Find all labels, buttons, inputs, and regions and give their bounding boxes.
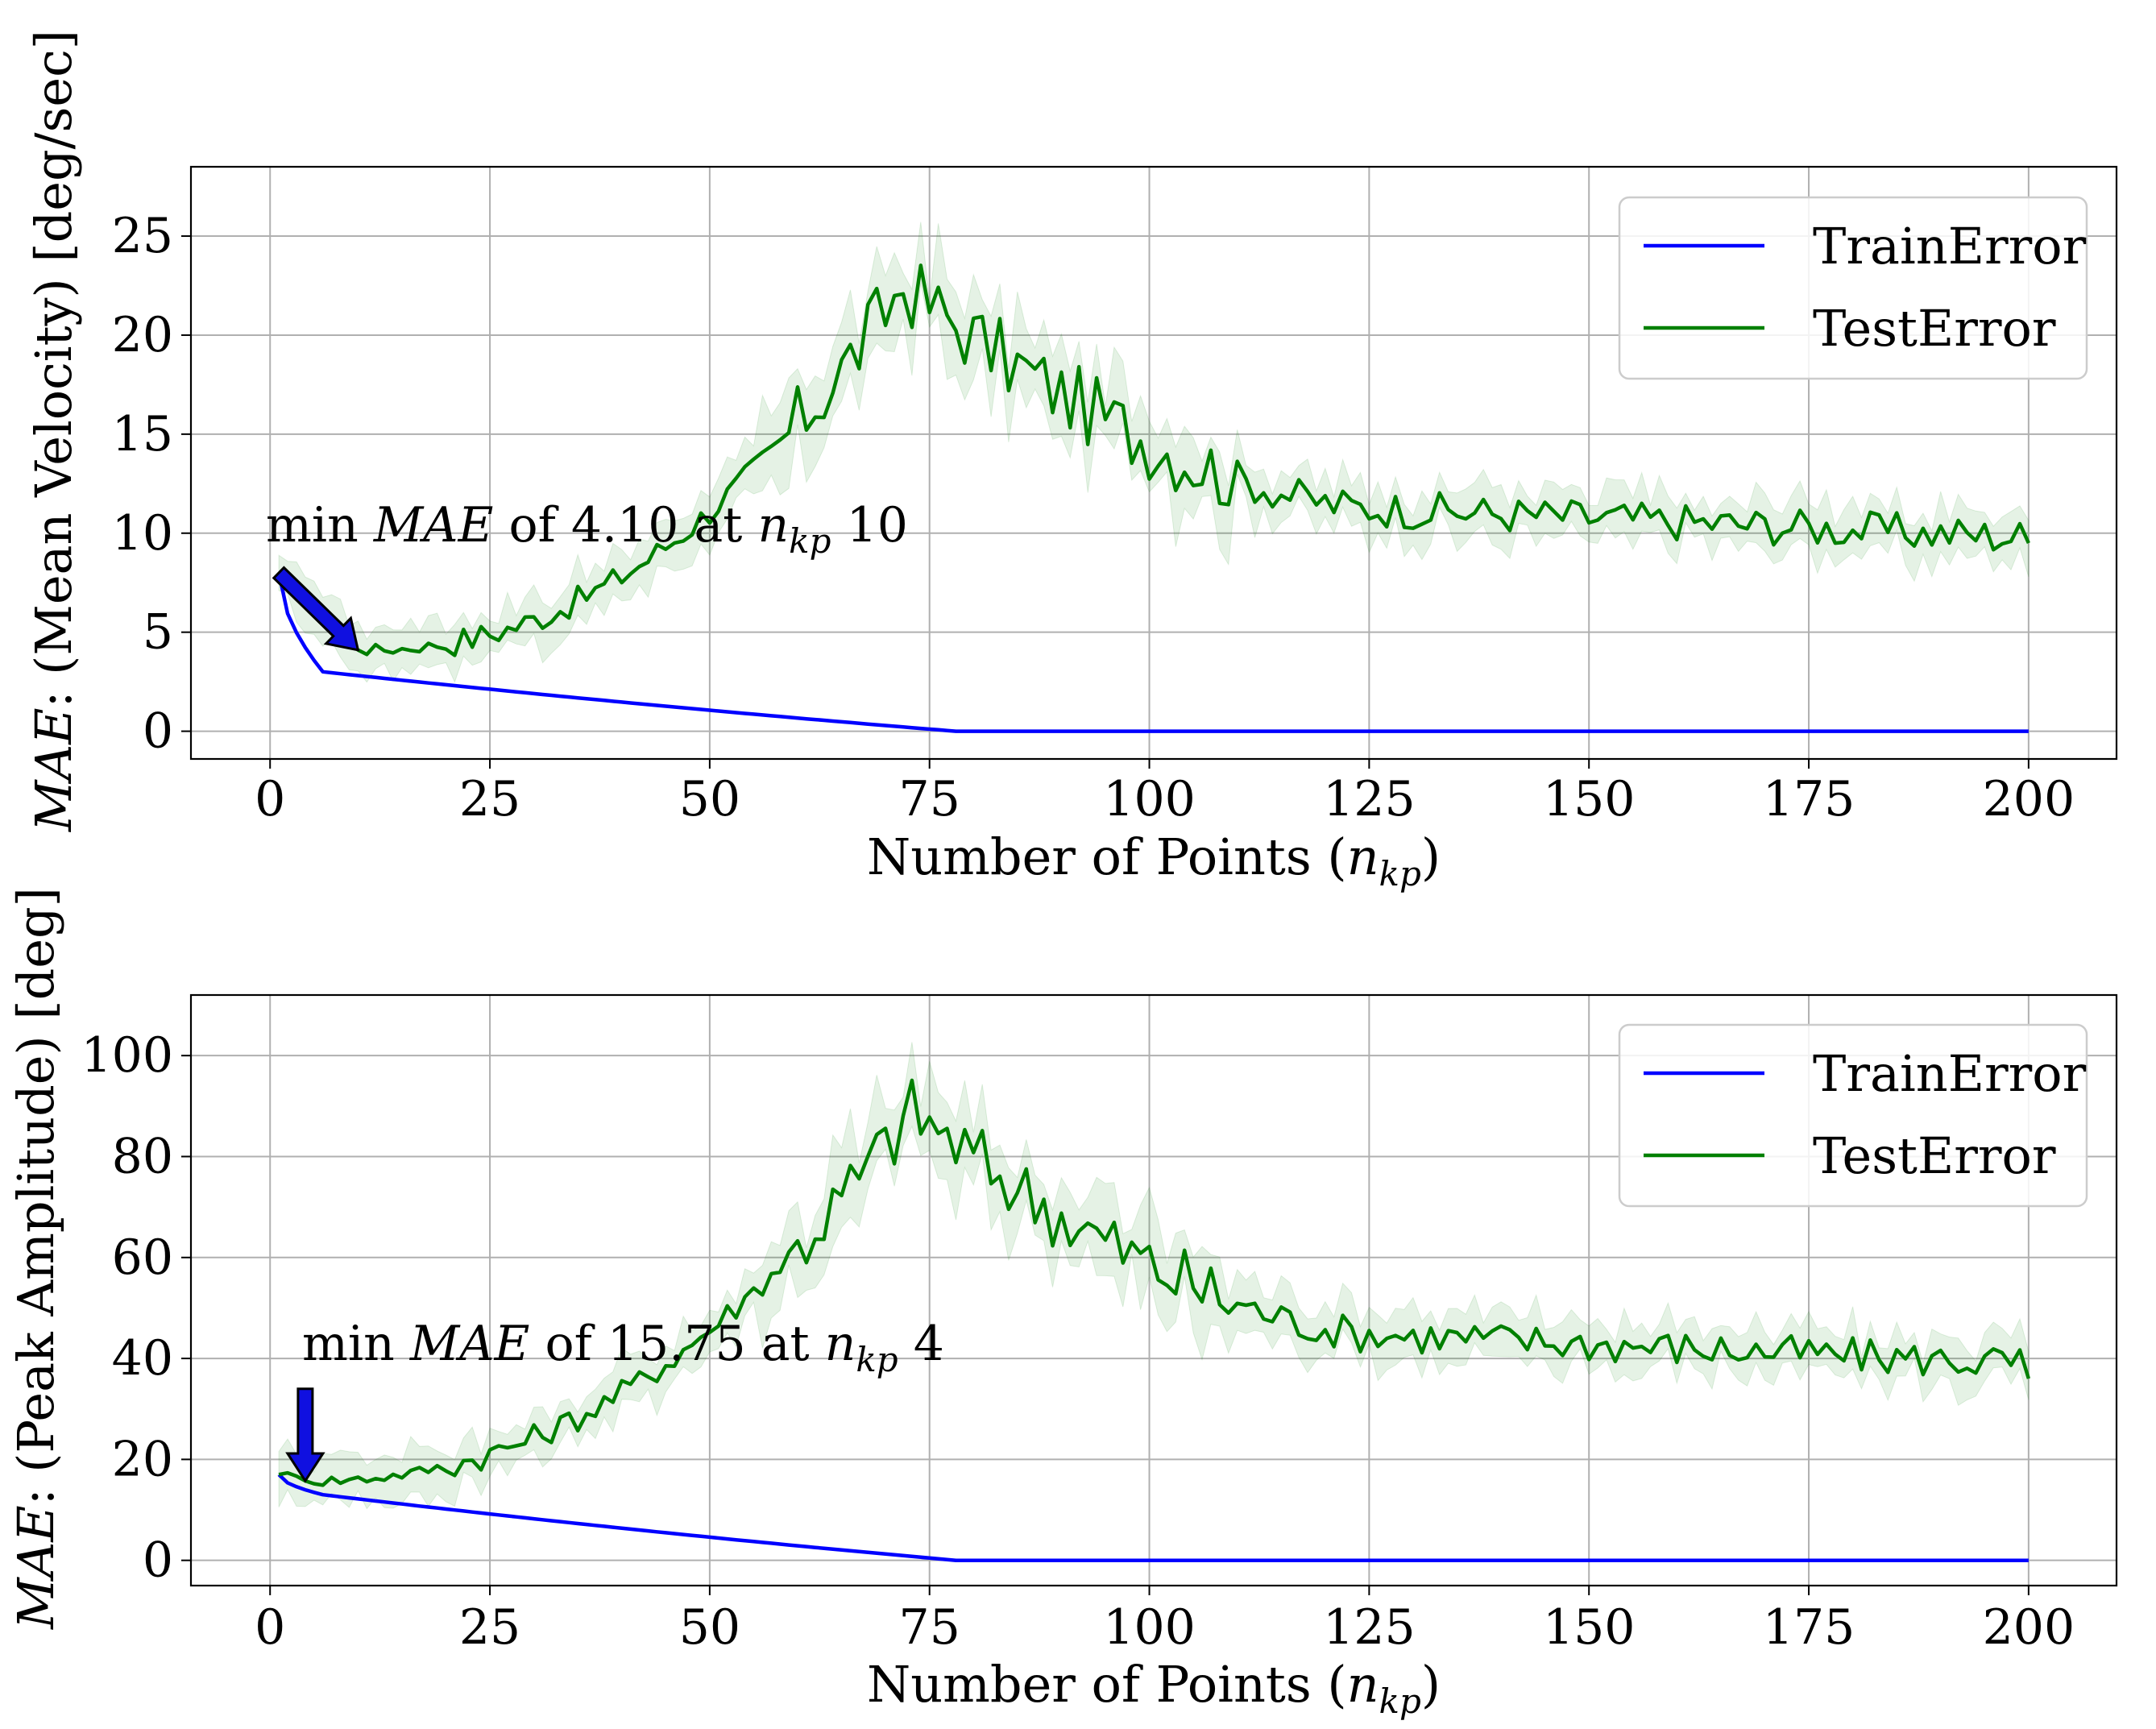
x-tick-label: 25 — [459, 771, 520, 827]
x-tick-label: 75 — [899, 771, 960, 827]
legend — [1618, 196, 2088, 380]
y-tick-label: 25 — [112, 208, 173, 264]
x-tick-label: 125 — [1323, 771, 1416, 827]
x-axis-label: Number of Points (nkp) — [867, 1655, 1441, 1721]
x-tick-label: 50 — [679, 771, 740, 827]
legend — [1618, 1023, 2088, 1208]
x-tick-label: 200 — [1983, 771, 2075, 827]
y-tick-label: 40 — [112, 1330, 173, 1387]
annotation-text: min MAE of 4.10 at nkp 10 — [266, 497, 908, 561]
axes-frame — [189, 165, 2118, 761]
axes-frame — [189, 993, 2118, 1587]
test-error-band — [278, 1042, 2030, 1510]
x-tick-label: 0 — [255, 771, 285, 827]
y-tick-label: 15 — [112, 406, 173, 462]
y-tick-label: 10 — [112, 505, 173, 562]
x-tick-label: 75 — [899, 1599, 960, 1656]
annotation-arrow — [285, 1387, 325, 1483]
legend-label-trainerror: TrainError — [1813, 217, 2087, 276]
x-tick-label: 50 — [679, 1599, 740, 1656]
chart-peak-amplitude: 0 25 50 75 100 125 150 175 200020406080100Number… — [6, 887, 2118, 1721]
x-tick-label: 0 — [255, 1599, 285, 1656]
y-axis-label: MAE: (Peak Amplitude) [deg] — [6, 887, 65, 1630]
x-tick-label: 150 — [1543, 771, 1636, 827]
y-tick-label: 5 — [143, 604, 173, 661]
train-error-line — [277, 1473, 2029, 1562]
x-tick-label: 125 — [1323, 1599, 1416, 1656]
y-tick-label: 0 — [143, 703, 173, 760]
annotation-arrow — [272, 566, 360, 652]
legend-label-testerror: TestError — [1813, 1126, 2056, 1185]
x-tick-label: 175 — [1763, 1599, 1855, 1656]
x-tick-label: 200 — [1983, 1599, 2075, 1656]
x-tick-label: 175 — [1763, 771, 1855, 827]
x-tick-label: 100 — [1103, 1599, 1196, 1656]
y-tick-label: 60 — [112, 1229, 173, 1286]
test-error-line — [278, 1078, 2031, 1487]
y-tick-label: 80 — [112, 1128, 173, 1184]
x-axis-label: Number of Points (nkp) — [867, 827, 1441, 894]
y-tick-label: 100 — [81, 1027, 173, 1084]
y-tick-label: 20 — [112, 307, 173, 363]
x-tick-label: 100 — [1103, 771, 1196, 827]
legend-label-trainerror: TrainError — [1813, 1044, 2087, 1103]
y-axis-label: MAE: (Mean Velocity) [deg/sec] — [24, 30, 83, 832]
test-error-line — [278, 263, 2030, 657]
y-tick-label: 0 — [143, 1532, 173, 1589]
legend-label-testerror: TestError — [1813, 299, 2056, 358]
x-tick-label: 150 — [1543, 1599, 1636, 1656]
y-tick-label: 20 — [112, 1431, 173, 1487]
annotation-text: min MAE of 15.75 at nkp 4 — [302, 1316, 944, 1379]
x-tick-label: 25 — [459, 1599, 520, 1656]
train-error-line — [276, 572, 2029, 733]
test-error-band — [278, 222, 2030, 683]
chart-mean-velocity: 0 25 50 75 100 125 150 175 200 0 5 10 15 20 25 Number o… — [24, 30, 2118, 894]
